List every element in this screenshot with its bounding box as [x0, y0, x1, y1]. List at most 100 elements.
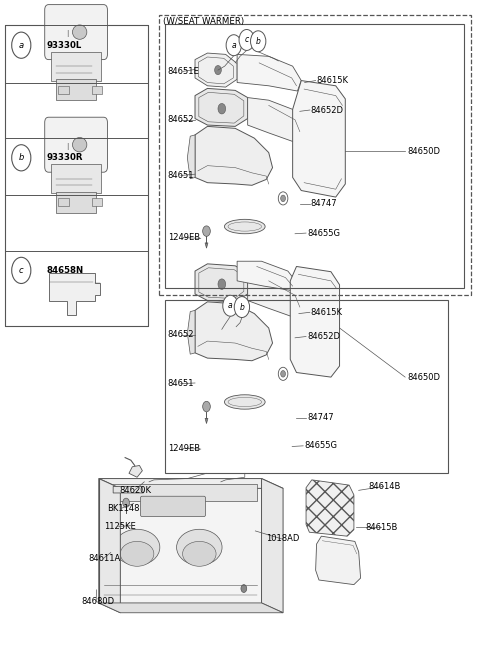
- FancyBboxPatch shape: [56, 192, 96, 213]
- Circle shape: [12, 145, 31, 171]
- Polygon shape: [195, 53, 237, 87]
- Text: 84650D: 84650D: [408, 147, 441, 155]
- Polygon shape: [104, 483, 257, 501]
- Circle shape: [218, 104, 226, 114]
- Circle shape: [234, 297, 250, 318]
- Polygon shape: [237, 261, 297, 291]
- Polygon shape: [195, 127, 273, 185]
- Text: 1018AD: 1018AD: [266, 534, 300, 543]
- Text: (W/SEAT WARMER): (W/SEAT WARMER): [163, 17, 244, 26]
- Text: a: a: [19, 41, 24, 50]
- Polygon shape: [187, 135, 195, 178]
- Circle shape: [278, 367, 288, 380]
- Polygon shape: [205, 243, 208, 248]
- Text: b: b: [19, 154, 24, 162]
- Circle shape: [12, 257, 31, 283]
- Circle shape: [123, 498, 130, 507]
- FancyBboxPatch shape: [45, 5, 108, 60]
- Circle shape: [281, 371, 286, 377]
- FancyBboxPatch shape: [51, 165, 101, 193]
- Text: 84747: 84747: [311, 199, 337, 208]
- Text: 84651E: 84651E: [168, 67, 200, 76]
- Polygon shape: [195, 264, 248, 302]
- Text: 1249EB: 1249EB: [168, 444, 200, 453]
- Text: 84651: 84651: [168, 171, 194, 180]
- Polygon shape: [113, 486, 144, 493]
- Ellipse shape: [225, 395, 265, 409]
- Circle shape: [241, 584, 247, 592]
- Text: 84652D: 84652D: [311, 106, 344, 115]
- FancyBboxPatch shape: [141, 496, 205, 516]
- Ellipse shape: [225, 219, 265, 234]
- Circle shape: [215, 66, 221, 75]
- Text: 84652: 84652: [168, 115, 194, 125]
- Text: 84611A: 84611A: [88, 554, 120, 563]
- Ellipse shape: [120, 541, 154, 566]
- Bar: [92, 198, 102, 206]
- Text: 84651: 84651: [168, 379, 194, 388]
- Ellipse shape: [177, 529, 222, 565]
- Polygon shape: [248, 273, 302, 317]
- Polygon shape: [316, 536, 360, 584]
- FancyBboxPatch shape: [51, 52, 101, 81]
- Circle shape: [226, 35, 241, 56]
- Text: b: b: [256, 37, 261, 46]
- Ellipse shape: [114, 529, 160, 565]
- Polygon shape: [306, 480, 354, 536]
- Polygon shape: [248, 98, 302, 142]
- Text: 93330R: 93330R: [46, 154, 83, 162]
- Polygon shape: [195, 302, 273, 361]
- Text: 93330L: 93330L: [46, 41, 82, 50]
- Circle shape: [281, 195, 286, 201]
- Text: c: c: [245, 35, 249, 45]
- Text: 1249EB: 1249EB: [168, 233, 200, 242]
- Polygon shape: [99, 479, 283, 488]
- Ellipse shape: [72, 25, 87, 39]
- Bar: [58, 198, 69, 206]
- Text: 84658N: 84658N: [46, 266, 84, 275]
- Text: 84615K: 84615K: [311, 308, 343, 317]
- Polygon shape: [129, 466, 143, 478]
- FancyBboxPatch shape: [56, 79, 96, 100]
- Polygon shape: [290, 266, 339, 377]
- Text: b: b: [240, 302, 244, 312]
- Polygon shape: [195, 89, 248, 127]
- Text: 84615K: 84615K: [317, 76, 348, 85]
- Text: a: a: [228, 301, 233, 310]
- Polygon shape: [293, 81, 345, 197]
- Text: 84680D: 84680D: [81, 597, 114, 606]
- Text: 84655G: 84655G: [304, 441, 337, 450]
- Text: 84615B: 84615B: [365, 522, 398, 531]
- Text: 84652D: 84652D: [307, 332, 340, 341]
- Circle shape: [278, 192, 288, 205]
- Circle shape: [203, 401, 210, 412]
- Text: 84620K: 84620K: [120, 486, 151, 495]
- Text: 84652: 84652: [168, 330, 194, 339]
- Text: |: |: [67, 142, 69, 150]
- Ellipse shape: [182, 541, 216, 566]
- Bar: [58, 86, 69, 94]
- Text: 84747: 84747: [307, 413, 334, 422]
- Polygon shape: [237, 54, 301, 91]
- Ellipse shape: [72, 138, 87, 152]
- Polygon shape: [99, 603, 283, 613]
- Circle shape: [218, 279, 226, 289]
- Circle shape: [239, 30, 254, 51]
- FancyBboxPatch shape: [45, 117, 108, 173]
- Text: |: |: [67, 30, 69, 37]
- Text: BK1148: BK1148: [107, 504, 140, 512]
- Circle shape: [12, 32, 31, 58]
- Polygon shape: [99, 479, 120, 613]
- Circle shape: [251, 31, 266, 52]
- Text: 84614B: 84614B: [368, 482, 401, 491]
- Text: c: c: [19, 266, 24, 275]
- Text: 1125KE: 1125KE: [104, 522, 135, 531]
- Circle shape: [203, 226, 210, 236]
- Text: 84655G: 84655G: [307, 228, 340, 237]
- Polygon shape: [99, 479, 262, 603]
- Text: a: a: [231, 41, 236, 50]
- Polygon shape: [205, 419, 208, 424]
- Circle shape: [223, 295, 238, 316]
- Bar: [92, 86, 102, 94]
- Polygon shape: [48, 273, 100, 315]
